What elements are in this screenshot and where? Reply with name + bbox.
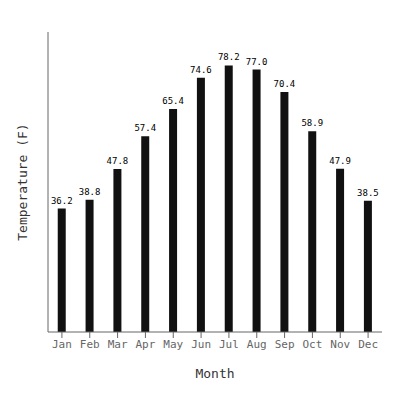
- svg-text:47.9: 47.9: [329, 156, 351, 166]
- svg-text:Jul: Jul: [219, 338, 239, 351]
- svg-text:Aug: Aug: [247, 338, 267, 351]
- svg-text:57.4: 57.4: [134, 123, 156, 133]
- svg-text:58.9: 58.9: [301, 118, 323, 128]
- svg-text:77.0: 77.0: [246, 57, 268, 67]
- svg-text:Apr: Apr: [135, 338, 155, 351]
- svg-text:Jan: Jan: [52, 338, 72, 351]
- svg-text:74.6: 74.6: [190, 65, 212, 75]
- svg-text:65.4: 65.4: [162, 96, 184, 106]
- svg-text:78.2: 78.2: [218, 52, 240, 62]
- svg-text:47.8: 47.8: [107, 156, 129, 166]
- svg-text:Mar: Mar: [108, 338, 128, 351]
- svg-text:May: May: [163, 338, 183, 351]
- svg-text:38.5: 38.5: [357, 188, 379, 198]
- svg-text:38.8: 38.8: [79, 187, 101, 197]
- svg-text:Sep: Sep: [275, 338, 295, 351]
- svg-text:36.2: 36.2: [51, 196, 73, 206]
- svg-text:Nov: Nov: [330, 338, 350, 351]
- svg-text:Oct: Oct: [302, 338, 322, 351]
- svg-text:Temperature (F): Temperature (F): [15, 123, 30, 240]
- svg-text:Month: Month: [195, 366, 234, 381]
- svg-text:Dec: Dec: [358, 338, 378, 351]
- svg-text:Feb: Feb: [80, 338, 100, 351]
- svg-text:70.4: 70.4: [274, 79, 296, 89]
- svg-text:Jun: Jun: [191, 338, 211, 351]
